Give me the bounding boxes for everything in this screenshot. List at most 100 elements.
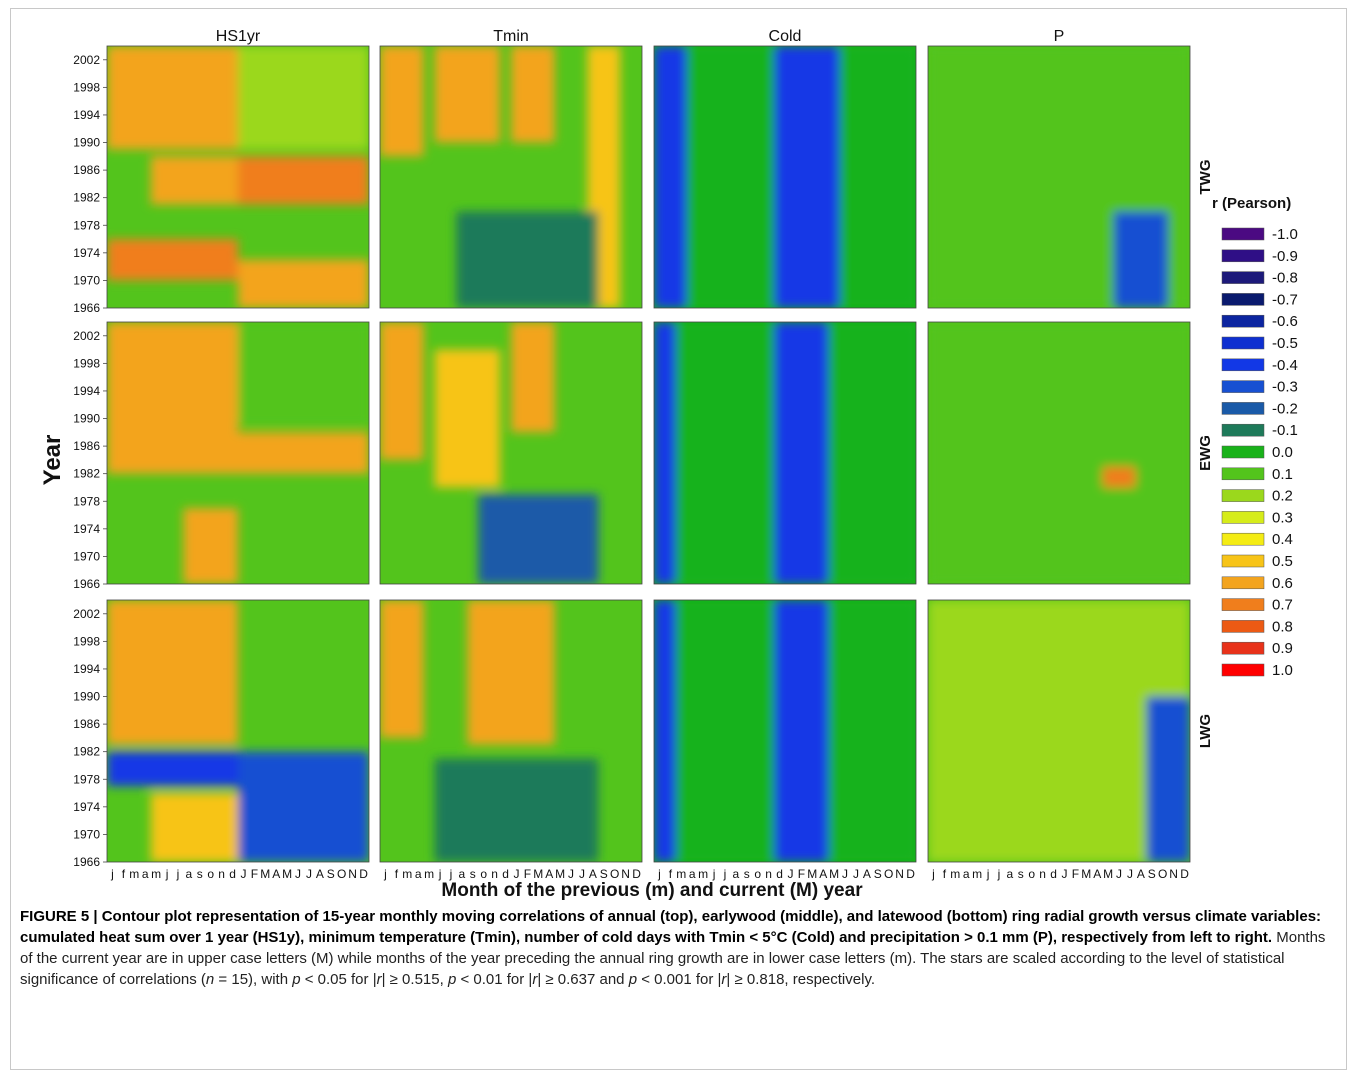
x-tick-label: S bbox=[600, 867, 608, 881]
x-tick-label: F bbox=[1072, 867, 1079, 881]
y-tick-label: 1990 bbox=[73, 136, 100, 150]
x-tick-label: o bbox=[207, 867, 214, 881]
y-tick-label: 1978 bbox=[73, 772, 100, 786]
colorbar-label: -0.5 bbox=[1272, 335, 1298, 352]
correlation-region bbox=[456, 211, 599, 308]
x-tick-label: d bbox=[776, 867, 783, 881]
y-tick-label: 1966 bbox=[73, 577, 100, 591]
colorbar-swatch bbox=[1221, 358, 1265, 372]
correlation-region bbox=[774, 322, 829, 584]
colorbar-swatch bbox=[1221, 511, 1265, 524]
x-tick-label: m bbox=[950, 867, 960, 881]
colorbar-label: 0.8 bbox=[1272, 618, 1293, 635]
x-tick-label: J bbox=[579, 867, 585, 881]
x-tick-label: j bbox=[438, 867, 442, 881]
x-axis-title: Month of the previous (m) and current (M… bbox=[441, 880, 863, 900]
colorbar-label: -0.1 bbox=[1272, 422, 1298, 439]
x-tick-label: m bbox=[151, 867, 161, 881]
figure-caption: FIGURE 5 | Contour plot representation o… bbox=[20, 906, 1330, 990]
colorbar-label: 0.0 bbox=[1272, 444, 1293, 461]
correlation-region bbox=[434, 349, 501, 488]
correlation-region bbox=[380, 322, 424, 460]
correlation-region bbox=[434, 758, 599, 862]
correlation-region bbox=[238, 751, 369, 862]
y-tick-label: 1978 bbox=[73, 494, 100, 508]
y-tick-label: 2002 bbox=[73, 329, 100, 343]
y-tick-label: 1998 bbox=[73, 80, 100, 94]
correlation-region bbox=[380, 46, 424, 157]
x-tick-label: a bbox=[415, 867, 422, 881]
colorbar-label: -0.7 bbox=[1272, 291, 1298, 308]
y-tick-label: 1970 bbox=[73, 827, 100, 841]
colorbar-label: -0.3 bbox=[1272, 379, 1298, 396]
y-tick-label: 1982 bbox=[73, 191, 100, 205]
colorbar-swatch bbox=[1221, 249, 1265, 263]
x-tick-label: N bbox=[348, 867, 357, 881]
x-tick-label: D bbox=[906, 867, 915, 881]
x-tick-label: N bbox=[621, 867, 630, 881]
correlation-region bbox=[928, 322, 1190, 584]
x-tick-label: n bbox=[218, 867, 225, 881]
x-tick-label: m bbox=[402, 867, 412, 881]
colorbar-swatch bbox=[1221, 663, 1265, 677]
x-tick-label: j bbox=[712, 867, 716, 881]
column-title-tmin: Tmin bbox=[493, 28, 529, 45]
x-tick-label: a bbox=[1007, 867, 1014, 881]
colorbar-swatch bbox=[1221, 423, 1265, 437]
caption-p3: p bbox=[628, 971, 638, 988]
x-tick-label: j bbox=[723, 867, 727, 881]
colorbar-label: 0.2 bbox=[1272, 488, 1293, 505]
panel-frame bbox=[379, 321, 643, 585]
y-tick-label: 2002 bbox=[73, 607, 100, 621]
x-tick-label: a bbox=[186, 867, 193, 881]
caption-n: n bbox=[205, 971, 215, 988]
correlation-region bbox=[511, 46, 555, 143]
panel-cold-twg bbox=[653, 45, 917, 309]
correlation-region bbox=[654, 600, 676, 862]
caption-r3: r bbox=[721, 971, 727, 988]
colorbar-label: -0.2 bbox=[1272, 400, 1298, 417]
x-tick-label: f bbox=[395, 867, 399, 881]
x-tick-label: M bbox=[533, 867, 543, 881]
caption-text-1: Months of the current year are in upper … bbox=[20, 929, 1326, 988]
x-tick-label: m bbox=[424, 867, 434, 881]
correlation-region bbox=[478, 494, 599, 584]
x-tick-label: S bbox=[327, 867, 335, 881]
caption-t1: < 0.05 for | bbox=[300, 971, 377, 988]
row-label-twg: TWG bbox=[1197, 160, 1214, 195]
y-tick-label: 1970 bbox=[73, 273, 100, 287]
correlation-region bbox=[107, 239, 238, 281]
x-tick-label: O bbox=[1158, 867, 1167, 881]
x-tick-label: d bbox=[502, 867, 509, 881]
x-tick-label: n bbox=[1039, 867, 1046, 881]
colorbar-label: 0.6 bbox=[1272, 575, 1293, 592]
x-tick-label: m bbox=[972, 867, 982, 881]
correlation-region bbox=[238, 432, 369, 474]
axes-layer: HS1yr 2002 1998 1994 1990 1986 1982 1978 1974 197… bbox=[39, 28, 1214, 900]
x-tick-label: D bbox=[359, 867, 368, 881]
column-title-hs1yr: HS1yr bbox=[216, 28, 261, 45]
correlation-region bbox=[774, 46, 840, 308]
x-tick-label: J bbox=[306, 867, 312, 881]
caption-t3: < 0.01 for | bbox=[456, 971, 533, 988]
panel-cold-lwg bbox=[653, 599, 917, 863]
correlation-region bbox=[238, 322, 369, 426]
correlation-region bbox=[467, 600, 555, 745]
panel-tmin-ewg bbox=[379, 321, 643, 585]
x-tick-label: j bbox=[657, 867, 661, 881]
correlation-region bbox=[675, 600, 775, 862]
y-tick-label: 1994 bbox=[73, 662, 100, 676]
panel-frame bbox=[106, 599, 370, 863]
caption-t4: | ≥ 0.637 and bbox=[537, 971, 629, 988]
correlation-region bbox=[380, 600, 424, 738]
x-tick-label: m bbox=[676, 867, 686, 881]
x-tick-label: j bbox=[986, 867, 990, 881]
caption-t2: | ≥ 0.515, bbox=[381, 971, 448, 988]
colorbar-swatch bbox=[1221, 576, 1265, 590]
panel-p-ewg bbox=[927, 321, 1191, 585]
x-tick-label: J bbox=[853, 867, 859, 881]
y-tick-label: 1974 bbox=[73, 246, 100, 260]
x-tick-label: F bbox=[798, 867, 805, 881]
x-tick-label: D bbox=[1180, 867, 1189, 881]
y-tick-label: 1990 bbox=[73, 690, 100, 704]
